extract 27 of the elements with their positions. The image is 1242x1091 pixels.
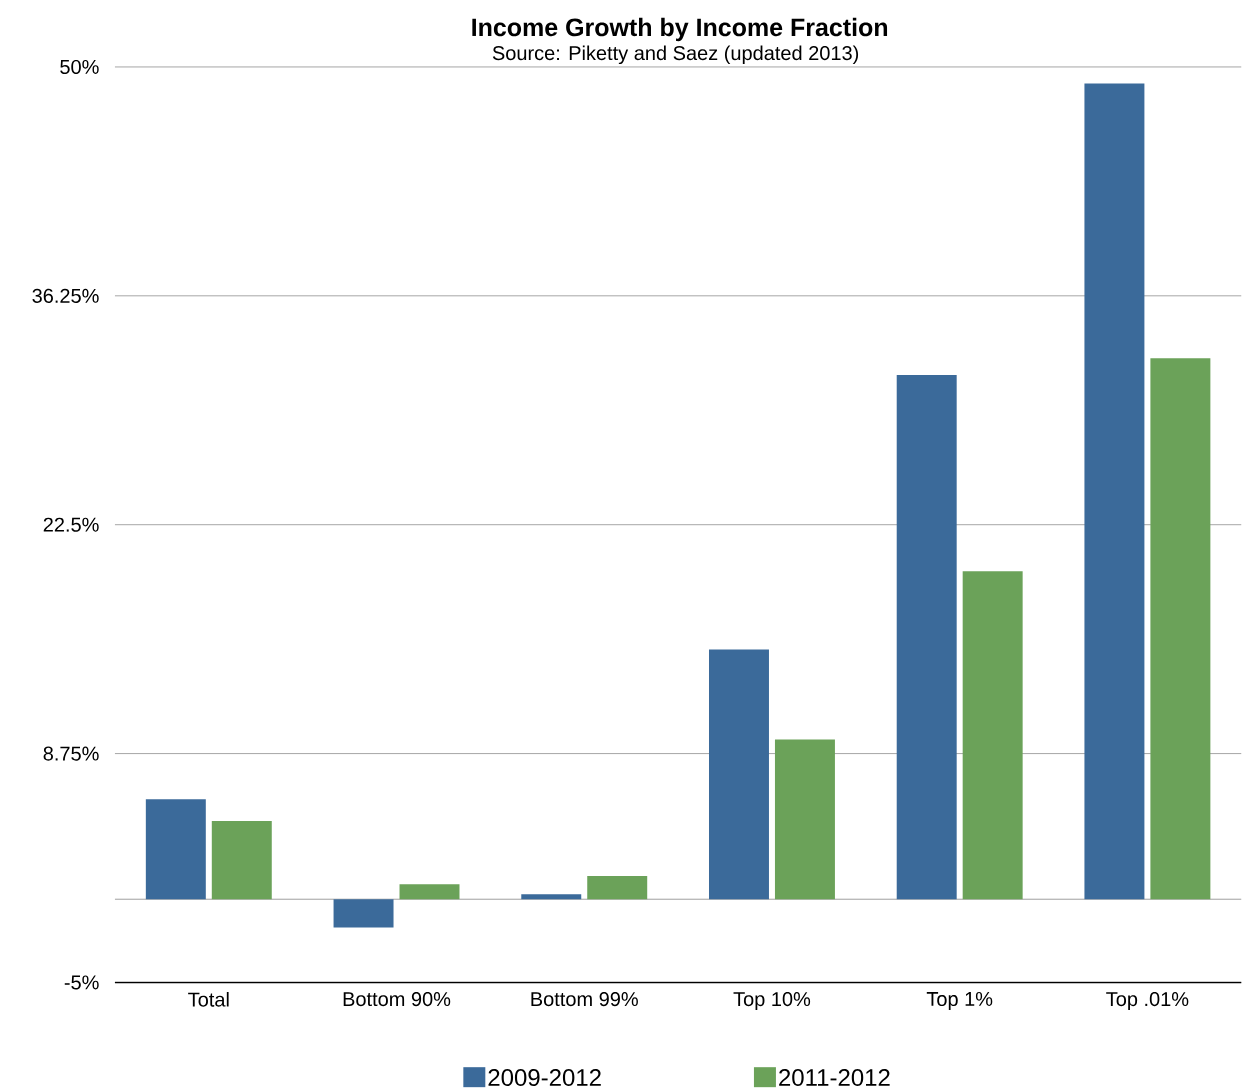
x-tick-label: Total <box>188 991 229 1007</box>
bar <box>896 374 957 900</box>
bar <box>521 894 582 900</box>
bar <box>962 571 1023 900</box>
x-tick-label: Bottom 99% <box>531 991 638 1006</box>
y-tick-label: 50% <box>60 59 99 74</box>
bar <box>1150 358 1211 900</box>
bar <box>774 739 835 900</box>
y-tick-label: 8.75% <box>43 746 99 761</box>
bar <box>587 875 648 900</box>
legend-label: 2011-2012 <box>779 1068 890 1086</box>
x-tick-label: Bottom 90% <box>343 991 451 1006</box>
bar <box>399 884 460 900</box>
x-tick-label: Top 1% <box>926 991 993 1010</box>
x-tick-label: Top .01% <box>1106 991 1189 1010</box>
chart-title: Income Growth by Income Fraction <box>472 17 888 42</box>
y-tick-label: -5% <box>64 975 99 990</box>
bar <box>709 649 769 900</box>
legend-label: 2009-2012 <box>488 1068 601 1086</box>
bar <box>145 799 206 900</box>
x-tick-label: Top 10% <box>733 991 811 1010</box>
y-tick-label: 36.25% <box>32 288 99 303</box>
bar <box>333 899 394 928</box>
bar <box>211 820 272 900</box>
y-tick-label: 22.5% <box>43 517 99 532</box>
bar <box>1084 83 1145 900</box>
chart-subtitle: Source: Piketty and Saez (updated 2013) <box>492 45 859 64</box>
